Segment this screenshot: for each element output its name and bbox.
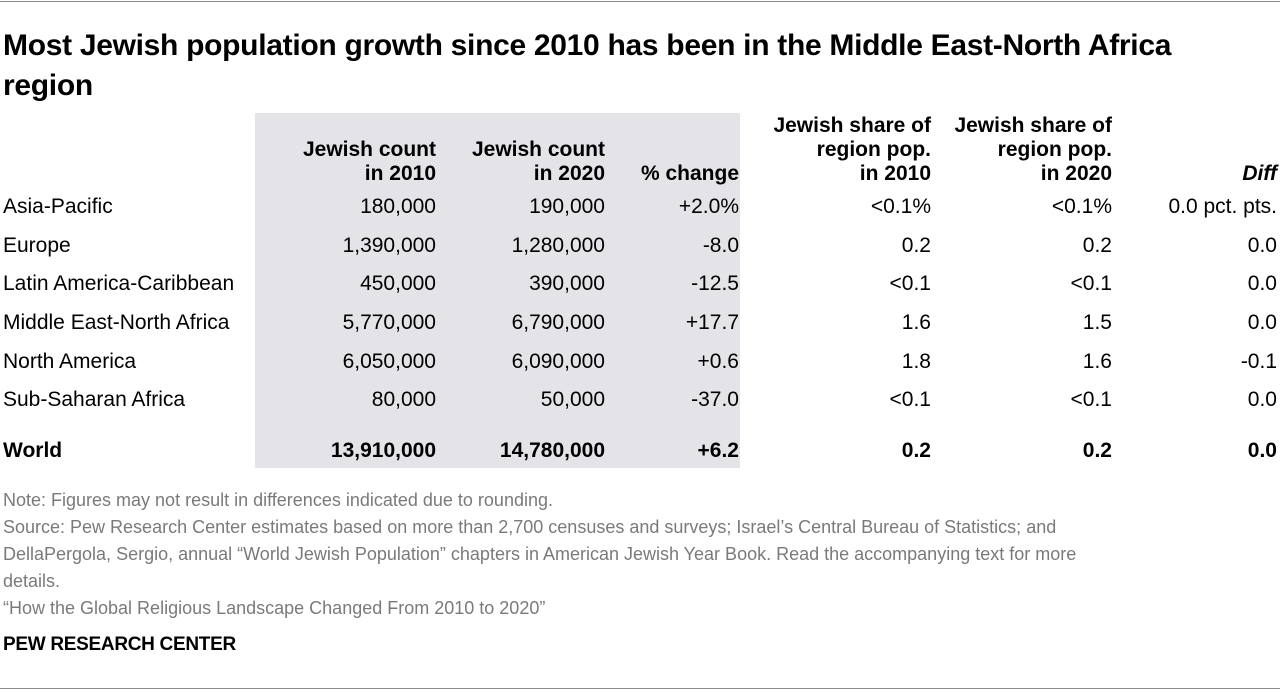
- table-cell: 6,790,000: [511, 311, 605, 334]
- row-label: Middle East-North Africa: [3, 311, 230, 334]
- table-cell: 0.2: [1082, 439, 1112, 462]
- table-cell: <0.1: [889, 272, 931, 295]
- table-cell: 1.6: [1082, 350, 1112, 373]
- table-cell: 1,280,000: [511, 234, 605, 257]
- source-text-1: Source: Pew Research Center estimates ba…: [3, 517, 1057, 537]
- row-label: Sub-Saharan Africa: [3, 388, 186, 411]
- table-cell: 6,090,000: [511, 350, 605, 373]
- table-cell: 0.2: [901, 234, 931, 257]
- row-label: Latin America-Caribbean: [3, 272, 235, 295]
- table-cell: <0.1: [889, 388, 931, 411]
- table-cell: 1,390,000: [342, 234, 436, 257]
- table-cell: 0.2: [1082, 234, 1112, 257]
- column-header: in 2020: [533, 162, 605, 185]
- column-header: Diff: [1242, 162, 1277, 185]
- column-header: Jewish count: [302, 138, 436, 161]
- row-label: Asia-Pacific: [3, 195, 113, 218]
- notes: Note: Figures may not result in differen…: [3, 487, 1273, 622]
- table-cell: +2.0%: [678, 195, 739, 218]
- column-header: % change: [640, 162, 739, 185]
- table-cell: -8.0: [702, 234, 739, 257]
- table-cell: -37.0: [691, 388, 739, 411]
- table-cell: 13,910,000: [330, 439, 436, 462]
- table-cell: <0.1%: [1051, 195, 1112, 218]
- column-header: region pop.: [997, 138, 1112, 161]
- row-label: Europe: [3, 234, 71, 257]
- column-header: in 2020: [1040, 162, 1112, 185]
- table-cell: <0.1: [1070, 388, 1112, 411]
- table-cell: 1.8: [901, 350, 931, 373]
- table-cell: 0.0: [1247, 311, 1277, 334]
- table-cell: 50,000: [540, 388, 605, 411]
- table-cell: 390,000: [529, 272, 605, 295]
- table-cell: 0.0: [1247, 272, 1277, 295]
- table-cell: 5,770,000: [342, 311, 436, 334]
- table-cell: 1.6: [901, 311, 931, 334]
- report-title: “How the Global Religious Landscape Chan…: [3, 598, 546, 618]
- table-cell: -12.5: [691, 272, 739, 295]
- table-cell: 80,000: [371, 388, 436, 411]
- table-cell: 0.0: [1247, 234, 1277, 257]
- column-header: in 2010: [364, 162, 436, 185]
- table-cell: 180,000: [360, 195, 436, 218]
- column-header: region pop.: [816, 138, 931, 161]
- table-cell: 190,000: [529, 195, 605, 218]
- table-cell: +0.6: [697, 350, 739, 373]
- column-header: Jewish count: [471, 138, 605, 161]
- table-cell: 0.0: [1247, 388, 1277, 411]
- note-text: Note: Figures may not result in differen…: [3, 490, 553, 510]
- source-text-2: DellaPergola, Sergio, annual “World Jewi…: [3, 544, 1077, 564]
- table-cell: 0.2: [901, 439, 931, 462]
- row-label: North America: [3, 350, 137, 373]
- table-cell: 0.0 pct. pts.: [1168, 195, 1277, 218]
- table-cell: 450,000: [360, 272, 436, 295]
- table-cell: <0.1: [1070, 272, 1112, 295]
- table-cell: 1.5: [1082, 311, 1112, 334]
- column-header: Jewish share of: [954, 114, 1112, 137]
- table-cell: +17.7: [685, 311, 739, 334]
- table-cell: 0.0: [1247, 439, 1277, 462]
- brand-logo-text: PEW RESEARCH CENTER: [3, 634, 236, 655]
- top-rule: [0, 1, 1280, 2]
- bottom-rule: [0, 688, 1280, 689]
- table-cell: <0.1%: [870, 195, 931, 218]
- column-header: in 2010: [859, 162, 931, 185]
- column-header: Jewish share of: [773, 114, 931, 137]
- table-cell: +6.2: [697, 439, 739, 462]
- source-text-3: details.: [3, 571, 61, 591]
- chart-title: Most Jewish population growth since 2010…: [3, 29, 1172, 102]
- table-cell: -0.1: [1240, 350, 1277, 373]
- shaded-columns-background: [255, 113, 740, 468]
- table-cell: 14,780,000: [499, 439, 605, 462]
- table-cell: 6,050,000: [342, 350, 436, 373]
- row-label: World: [3, 439, 63, 462]
